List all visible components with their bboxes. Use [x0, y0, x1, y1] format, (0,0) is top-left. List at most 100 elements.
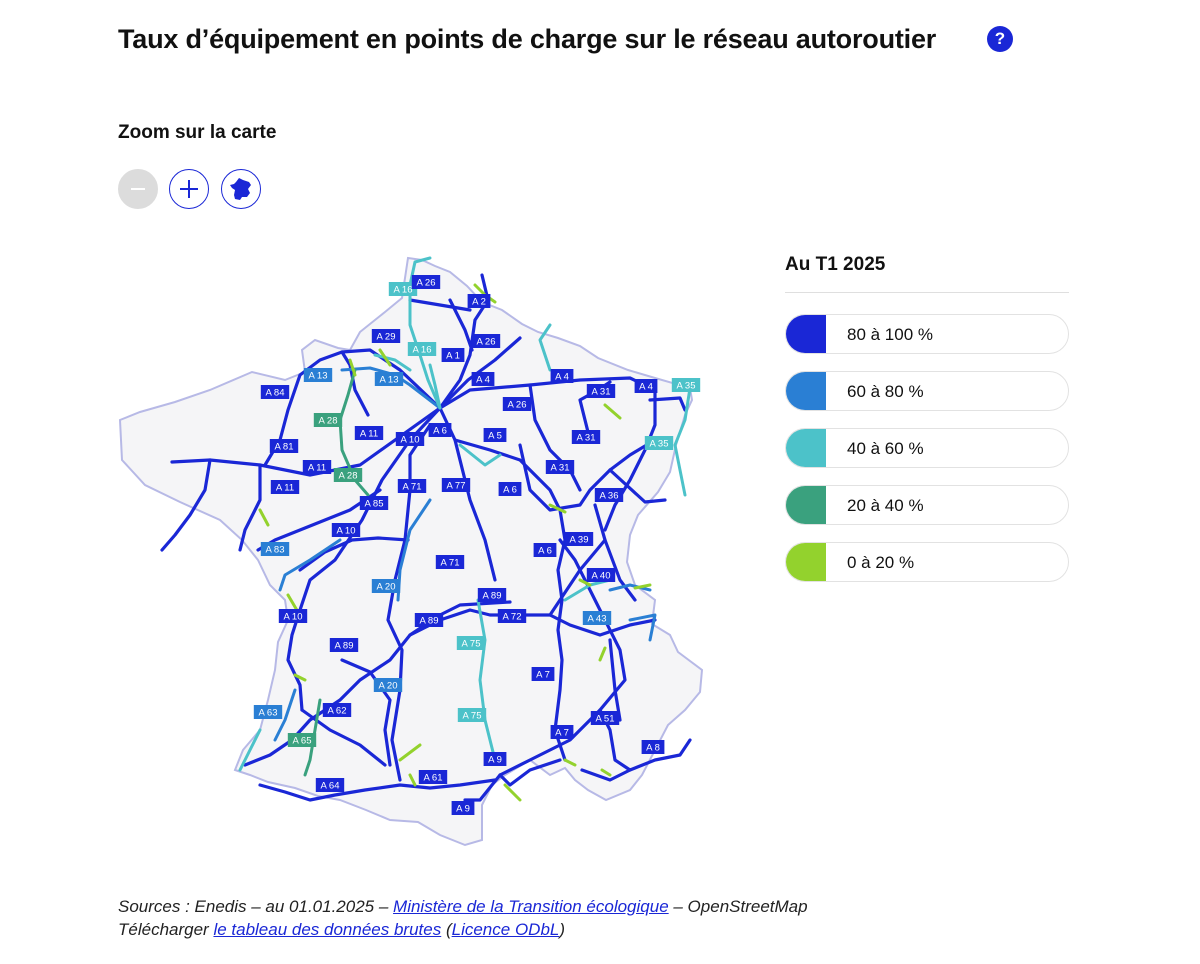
legend-item: 0 à 20 % — [785, 542, 1069, 582]
road-label: A 6 — [428, 423, 452, 437]
road-label-box — [456, 636, 486, 650]
road-label-box — [533, 543, 557, 557]
road-label-text: A 28 — [338, 471, 357, 482]
road-label-text: A 1 — [446, 351, 460, 362]
road-label: A 13 — [374, 372, 404, 386]
road-label-text: A 63 — [258, 708, 277, 719]
road-label-box — [270, 480, 300, 494]
road-label-text: A 71 — [402, 482, 421, 493]
ministry-link[interactable]: Ministère de la Transition écologique — [393, 897, 669, 916]
road-label: A 10 — [331, 523, 361, 537]
road-label: A 20 — [371, 579, 401, 593]
legend-label: 0 à 20 % — [847, 553, 915, 572]
road-label-text: A 4 — [555, 372, 569, 383]
road-label: A 4 — [471, 372, 495, 386]
raw-data-link[interactable]: le tableau des données brutes — [213, 920, 442, 939]
road-label-box — [582, 611, 612, 625]
road-label-box — [359, 496, 389, 510]
road-label-box — [278, 609, 308, 623]
road-label-text: A 13 — [308, 371, 327, 382]
road-label: A 10 — [395, 432, 425, 446]
page-title: Taux d’équipement en points de charge su… — [118, 24, 937, 54]
road-label: A 63 — [253, 705, 283, 719]
road-label: A 9 — [483, 752, 507, 766]
road-label: A 29 — [371, 329, 401, 343]
road-label: A 13 — [303, 368, 333, 382]
road-label: A 71 — [397, 479, 427, 493]
road-label: A 2 — [467, 294, 491, 308]
road-label-box — [457, 708, 487, 722]
road-label-box — [441, 478, 471, 492]
road-label-text: A 75 — [461, 639, 480, 650]
road-label-box — [253, 705, 283, 719]
road-label-box — [483, 752, 507, 766]
road-label-box — [260, 385, 290, 399]
road-label-box — [371, 579, 401, 593]
road-label: A 36 — [594, 488, 624, 502]
road-label: A 89 — [329, 638, 359, 652]
road-label-text: A 89 — [334, 641, 353, 652]
license-link[interactable]: Licence ODbL — [451, 920, 560, 939]
road-label-text: A 35 — [676, 381, 695, 392]
road-label-box — [671, 378, 701, 392]
road-label-box — [550, 369, 574, 383]
road-label-box — [414, 613, 444, 627]
road-label: A 61 — [418, 770, 448, 784]
road-label-box — [531, 667, 555, 681]
road-label: A 64 — [315, 778, 345, 792]
road-label-text: A 5 — [488, 431, 502, 442]
road-label-text: A 39 — [569, 535, 588, 546]
road-label-box — [477, 588, 507, 602]
zoom-in-button[interactable] — [169, 169, 209, 209]
road-label: A 5 — [483, 428, 507, 442]
road-label: A 26 — [502, 397, 532, 411]
road-label-box — [373, 678, 403, 692]
legend-swatch — [786, 429, 826, 467]
road-label: A 6 — [498, 482, 522, 496]
help-button[interactable]: ? — [987, 26, 1013, 52]
road-label-text: A 11 — [276, 483, 294, 494]
download-mid: ( — [441, 920, 452, 939]
road-label-box — [397, 479, 427, 493]
road-label: A 89 — [414, 613, 444, 627]
road-label-text: A 2 — [472, 297, 486, 308]
road-label-text: A 7 — [536, 670, 550, 681]
road-label-box — [550, 725, 574, 739]
road-label-box — [590, 711, 620, 725]
road-label-text: A 65 — [292, 736, 311, 747]
road-label-box — [634, 379, 658, 393]
road-label-box — [395, 432, 425, 446]
road-label-text: A 26 — [476, 337, 495, 348]
france-highway-map[interactable]: A 16 A 26 A 2 A 29 A 16 A 1 A 26 A 13 A 13 A 4 A 4… — [110, 240, 720, 860]
road-label-text: A 43 — [587, 614, 606, 625]
road-label-box — [388, 282, 418, 296]
zoom-out-button[interactable] — [118, 169, 158, 209]
road-label: A 83 — [260, 542, 290, 556]
road-label-text: A 13 — [379, 375, 398, 386]
road-label-box — [302, 460, 332, 474]
road-label-box — [586, 568, 616, 582]
road-label-box — [329, 638, 359, 652]
legend-swatch — [786, 315, 826, 353]
road-label: A 31 — [571, 430, 601, 444]
road-label-box — [374, 372, 404, 386]
road-label-box — [333, 468, 363, 482]
road-label-text: A 20 — [376, 582, 395, 593]
road-label-box — [498, 482, 522, 496]
reset-france-button[interactable] — [221, 169, 261, 209]
road-label: A 4 — [550, 369, 574, 383]
road-label-box — [315, 778, 345, 792]
road-label: A 81 — [269, 439, 299, 453]
road-label-box — [451, 801, 475, 815]
road-labels: A 16 A 26 A 2 A 29 A 16 A 1 A 26 A 13 A 13 A 4 A 4… — [253, 275, 701, 815]
road-label-text: A 61 — [423, 773, 442, 784]
road-label-text: A 85 — [364, 499, 383, 510]
road-label: A 71 — [435, 555, 465, 569]
road-label-text: A 6 — [503, 485, 517, 496]
road-label-text: A 10 — [336, 526, 355, 537]
road-label: A 4 — [634, 379, 658, 393]
road-label-text: A 4 — [639, 382, 653, 393]
road-label: A 6 — [533, 543, 557, 557]
road-label-text: A 8 — [646, 743, 660, 754]
plus-icon — [180, 180, 198, 198]
